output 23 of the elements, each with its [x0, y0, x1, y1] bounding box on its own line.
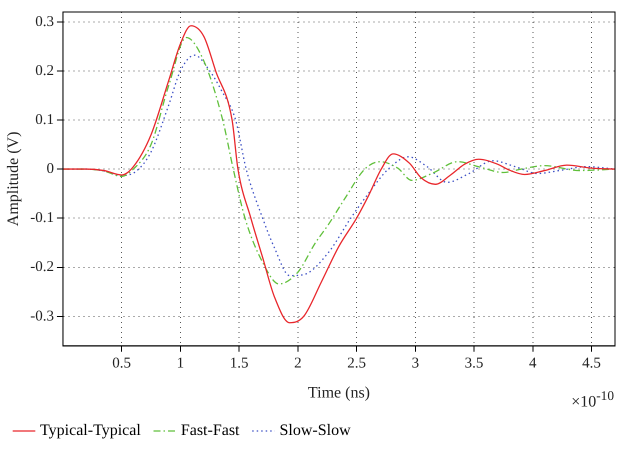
x-tick-label: 2.5: [347, 356, 366, 372]
y-tick-label: -0.1: [30, 210, 54, 226]
legend-label: Slow-Slow: [280, 422, 352, 440]
y-tick-label: 0.2: [35, 62, 54, 79]
x-axis-title: Time (ns): [308, 384, 370, 402]
line-series: [62, 25, 615, 324]
y-axis-title: Amplitude (V): [4, 132, 22, 226]
y-tick-label: 0.3: [35, 14, 54, 30]
x-tick-label: 1.5: [230, 356, 249, 372]
y-tick-label: 0.1: [35, 112, 54, 128]
x-tick-label: 1: [176, 356, 184, 372]
x-tick-label: 3: [412, 356, 420, 372]
x-tick-label: 4.5: [582, 356, 601, 372]
x-tick-label: 2: [294, 356, 302, 372]
y-tick-label: 0: [46, 161, 54, 178]
legend-label: Typical-Typical: [40, 422, 142, 440]
text: ×10$^{-10}$: [571, 386, 614, 412]
y-tick-label: -0.3: [30, 308, 54, 324]
x-tick-label: 0.5: [112, 356, 132, 372]
y-tick-label: -0.2: [30, 259, 54, 276]
x-tick-label: 4: [529, 356, 538, 372]
x-tick-label: 3.5: [464, 356, 484, 372]
legend-label: Fast-Fast: [180, 422, 240, 440]
